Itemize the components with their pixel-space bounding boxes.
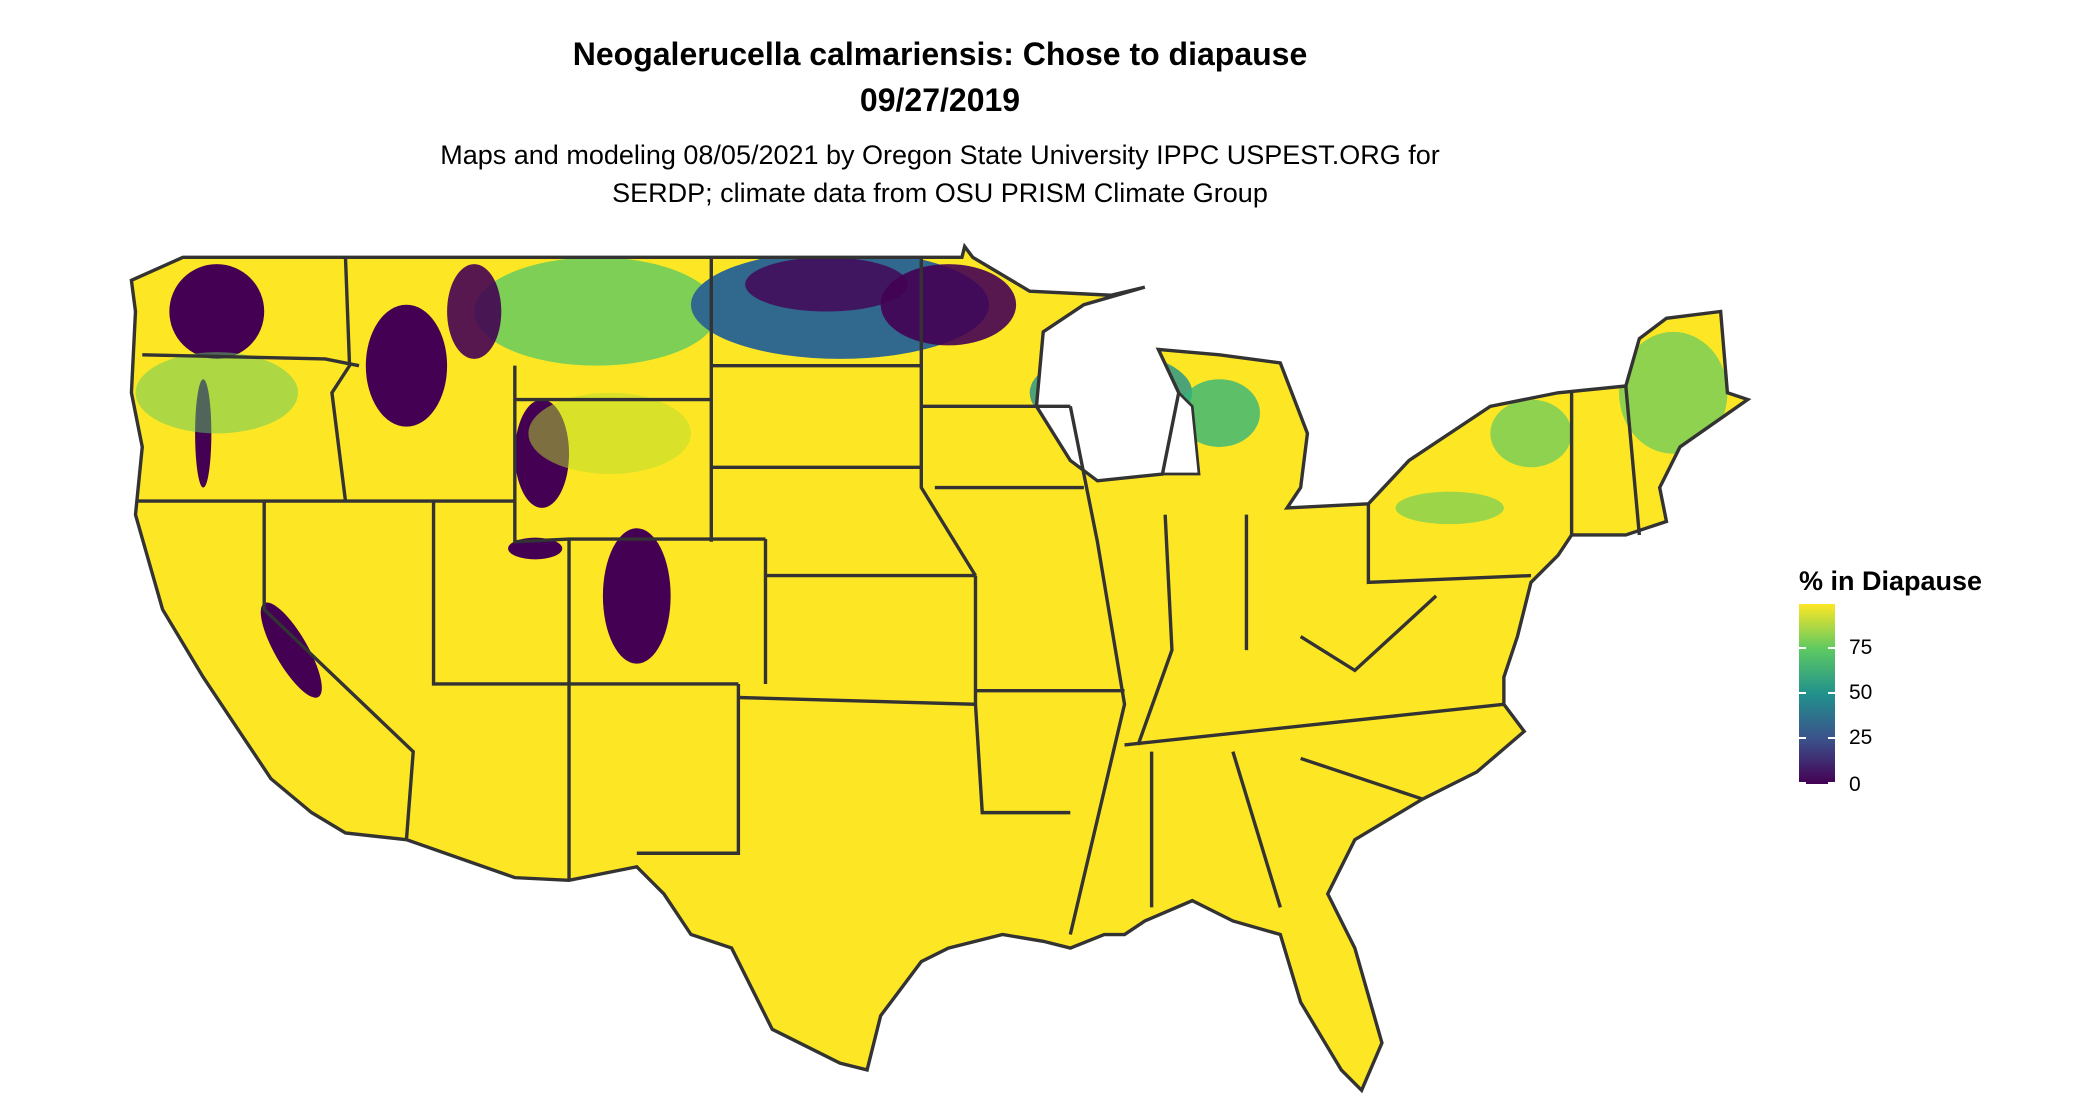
map-title: Neogalerucella calmariensis: Chose to di… [572, 36, 1308, 72]
legend-title: % in Diapause [1799, 566, 1983, 596]
legend-colorbar [1799, 604, 1835, 784]
subtitle-line-2: SERDP; climate data from OSU PRISM Clima… [612, 178, 1268, 208]
map-date: 09/27/2019 [859, 82, 1021, 118]
subtitle-line-1: Maps and modeling 08/05/2021 by Oregon S… [440, 140, 1440, 170]
legend-label-25: 25 [1849, 726, 1873, 749]
legend-label-0: 0 [1849, 773, 1861, 796]
diapause-raster [135, 250, 1728, 698]
legend-label-75: 75 [1849, 636, 1873, 659]
state-boundaries [135, 257, 1642, 935]
legend-label-50: 50 [1849, 681, 1873, 704]
